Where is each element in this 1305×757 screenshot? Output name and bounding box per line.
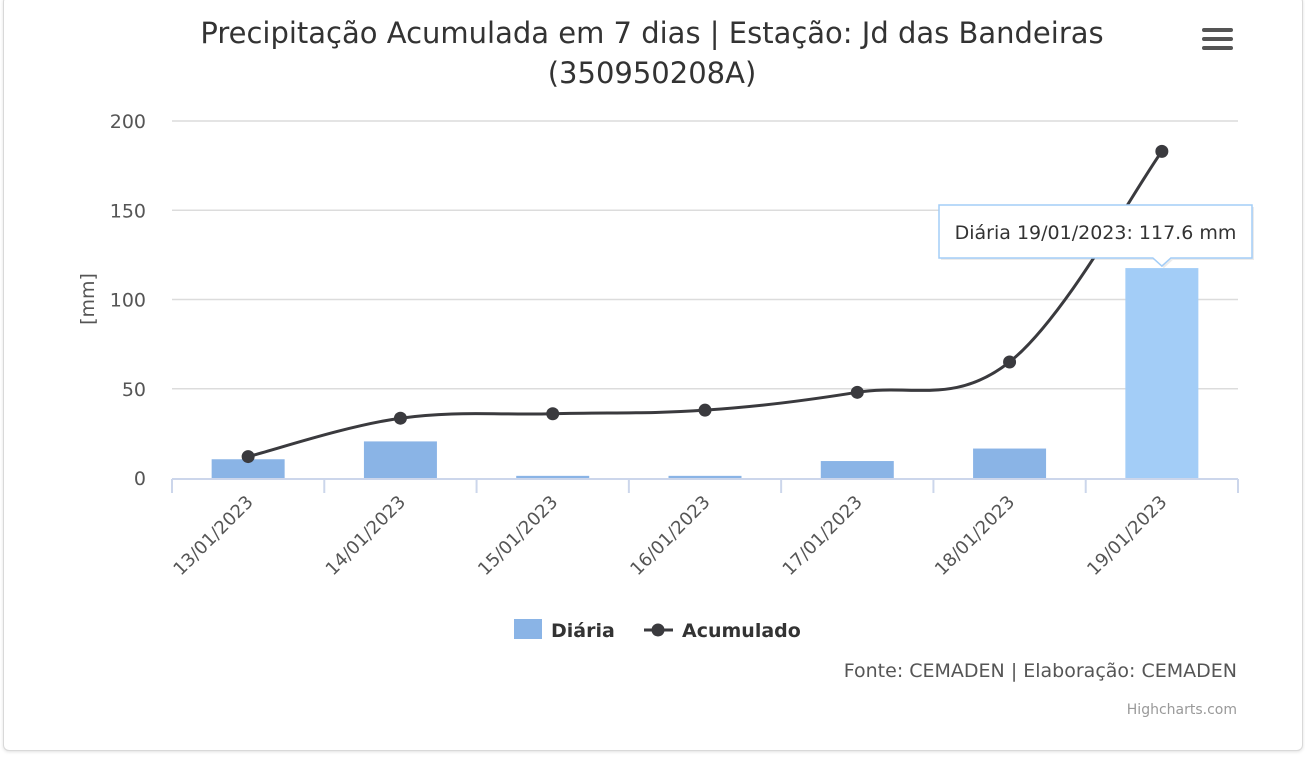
x-tick-label: 15/01/2023 — [474, 492, 562, 580]
chart-container — [3, 0, 1303, 751]
tooltip: Diária 19/01/2023: 117.6 mm — [938, 204, 1254, 269]
y-tick-label: 200 — [110, 111, 146, 133]
y-tick-label: 150 — [110, 200, 146, 222]
legend-bar-symbol — [514, 619, 542, 639]
bar-19/01/2023[interactable] — [1125, 268, 1199, 478]
x-tick-label: 13/01/2023 — [169, 492, 257, 580]
x-tick-label: 17/01/2023 — [779, 492, 867, 580]
legend: Diária Acumulado — [514, 619, 801, 642]
acumulado-point-13/01/2023[interactable] — [241, 450, 255, 464]
source-credits: Fonte: CEMADEN | Elaboração: CEMADEN — [844, 660, 1237, 682]
acumulado-point-14/01/2023[interactable] — [393, 411, 407, 425]
legend-item-diaria[interactable]: Diária — [514, 619, 615, 642]
x-axis: 13/01/2023 14/01/2023 15/01/2023 16/01/2023… — [169, 478, 1239, 580]
bar-16/01/2023[interactable] — [668, 475, 742, 478]
acumulado-point-16/01/2023[interactable] — [698, 403, 712, 417]
hamburger-menu-icon — [1202, 28, 1233, 50]
x-tick-label: 18/01/2023 — [931, 492, 1019, 580]
bar-14/01/2023[interactable] — [363, 441, 437, 478]
chart-subtitle: (350950208A) — [548, 56, 757, 90]
y-tick-label: 100 — [110, 290, 146, 312]
context-menu-button[interactable] — [1198, 24, 1236, 54]
tooltip-text: Diária 19/01/2023: 117.6 mm — [955, 222, 1237, 244]
x-tick-label: 14/01/2023 — [322, 492, 410, 580]
line-series — [241, 144, 1169, 464]
legend-item-acumulado[interactable]: Acumulado — [644, 620, 801, 642]
acumulado-point-15/01/2023[interactable] — [546, 407, 560, 421]
y-tick-label: 50 — [122, 379, 146, 401]
chart-title: Precipitação Acumulada em 7 dias | Estaç… — [200, 16, 1103, 50]
bar-18/01/2023[interactable] — [973, 448, 1047, 478]
y-axis: 0 50 100 150 200 — [110, 111, 146, 490]
bar-17/01/2023[interactable] — [820, 461, 894, 478]
x-tick-label: 16/01/2023 — [626, 492, 714, 580]
acumulado-point-18/01/2023[interactable] — [1003, 355, 1017, 369]
tooltip-box — [938, 204, 1253, 268]
acumulado-point-17/01/2023[interactable] — [850, 385, 864, 399]
acumulado-point-19/01/2023[interactable] — [1155, 144, 1169, 158]
bar-15/01/2023[interactable] — [516, 475, 590, 478]
x-tick-label: 19/01/2023 — [1083, 492, 1171, 580]
y-tick-label: 0 — [134, 468, 146, 490]
legend-marker — [651, 623, 665, 637]
legend-label: Acumulado — [682, 620, 801, 642]
bar-13/01/2023[interactable] — [211, 459, 285, 478]
y-axis-label: [mm] — [77, 273, 99, 325]
highcharts-credit-link[interactable]: Highcharts.com — [1127, 702, 1237, 718]
bar-series — [211, 268, 1199, 478]
legend-label: Diária — [551, 620, 615, 642]
grid-lines — [172, 120, 1238, 390]
